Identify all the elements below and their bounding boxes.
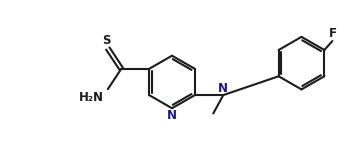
Text: F: F: [329, 27, 337, 40]
Text: N: N: [218, 82, 228, 95]
Text: S: S: [103, 33, 111, 47]
Text: N: N: [167, 109, 177, 122]
Text: H₂N: H₂N: [79, 91, 104, 104]
